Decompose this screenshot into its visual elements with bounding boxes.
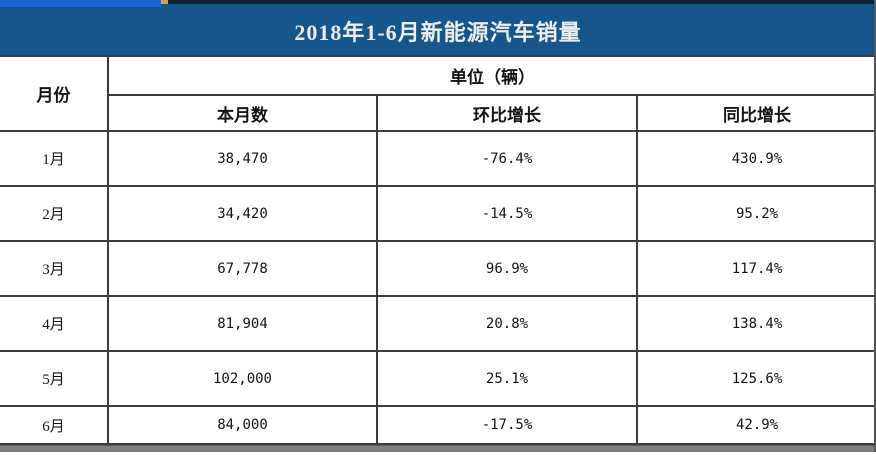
mom-growth-cell: 20.8% — [376, 295, 638, 352]
top-strip-dark-segment — [168, 0, 876, 4]
table-row: 5月 102,000 25.1% 125.6% — [0, 350, 876, 407]
month-cell: 2月 — [0, 185, 109, 242]
sales-table-wrapper: 月份 单位（辆） 本月数 环比增长 同比增长 1月 38,470 -76.4% … — [0, 55, 876, 445]
month-cell: 3月 — [0, 240, 109, 297]
window-right-edge — [874, 0, 876, 452]
monthly-count-cell: 81,904 — [107, 295, 378, 352]
table-row: 1月 38,470 -76.4% 430.9% — [0, 130, 876, 187]
month-cell: 1月 — [0, 130, 109, 187]
month-cell: 6月 — [0, 405, 109, 444]
table-title: 2018年1-6月新能源汽车销量 — [294, 20, 582, 45]
table-row: 2月 34,420 -14.5% 95.2% — [0, 185, 876, 242]
header-unit: 单位（辆） — [106, 56, 876, 96]
header-mom-growth: 环比增长 — [376, 94, 638, 132]
monthly-count-cell: 38,470 — [107, 130, 378, 187]
table-title-bar: 2018年1-6月新能源汽车销量 — [0, 7, 876, 55]
mom-growth-cell: 96.9% — [376, 240, 638, 297]
yoy-growth-cell: 117.4% — [635, 240, 876, 297]
monthly-count-cell: 34,420 — [107, 185, 378, 242]
yoy-growth-cell: 430.9% — [635, 130, 876, 187]
table-row: 4月 81,904 20.8% 138.4% — [0, 295, 876, 352]
mom-growth-cell: -76.4% — [376, 130, 638, 187]
sales-table: 月份 单位（辆） 本月数 环比增长 同比增长 1月 38,470 -76.4% … — [0, 56, 876, 444]
top-strip-accent-mark — [161, 0, 168, 4]
table-body: 1月 38,470 -76.4% 430.9% 2月 34,420 -14.5%… — [0, 130, 876, 444]
mom-growth-cell: -14.5% — [376, 185, 638, 242]
yoy-growth-cell: 42.9% — [635, 405, 876, 444]
header-yoy-growth: 同比增长 — [635, 94, 876, 132]
month-cell: 5月 — [0, 350, 109, 407]
monthly-count-cell: 102,000 — [107, 350, 378, 407]
header-current-month-count: 本月数 — [107, 94, 378, 132]
window-top-strip — [0, 0, 876, 7]
mom-growth-cell: 25.1% — [376, 350, 638, 407]
monthly-count-cell: 67,778 — [107, 240, 378, 297]
header-month: 月份 — [0, 56, 109, 132]
mom-growth-cell: -17.5% — [376, 405, 638, 444]
table-row: 6月 84,000 -17.5% 42.9% — [0, 405, 876, 444]
monthly-count-cell: 84,000 — [107, 405, 378, 444]
yoy-growth-cell: 95.2% — [635, 185, 876, 242]
yoy-growth-cell: 138.4% — [635, 295, 876, 352]
yoy-growth-cell: 125.6% — [635, 350, 876, 407]
window-bottom-bar — [0, 445, 876, 452]
month-cell: 4月 — [0, 295, 109, 352]
top-strip-blue-segment — [0, 0, 161, 7]
table-row: 3月 67,778 96.9% 117.4% — [0, 240, 876, 297]
